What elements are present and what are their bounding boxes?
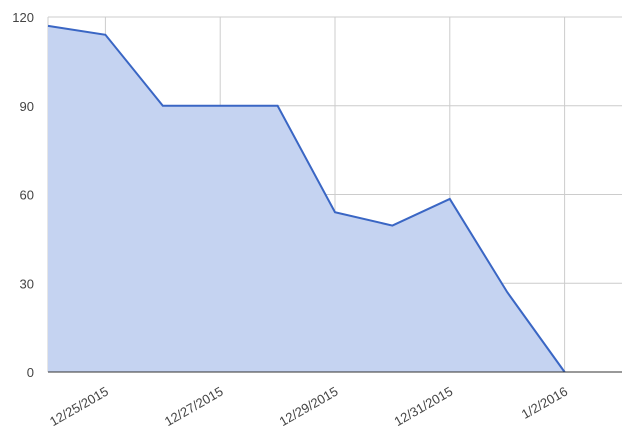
x-tick-label: 12/29/2015 [277, 384, 341, 430]
x-tick-label: 12/25/2015 [47, 384, 111, 430]
area-line [47, 24, 566, 373]
y-tick-label: 120 [12, 10, 34, 25]
x-tick-label: 12/31/2015 [391, 384, 455, 430]
x-tick-label: 12/27/2015 [162, 384, 226, 430]
y-tick-label: 60 [20, 188, 34, 203]
x-tick-label: 1/2/2016 [519, 384, 570, 422]
y-tick-label: 90 [20, 99, 34, 114]
y-tick-label: 0 [27, 365, 34, 380]
y-tick-label: 30 [20, 276, 34, 291]
area-fill [48, 25, 565, 372]
